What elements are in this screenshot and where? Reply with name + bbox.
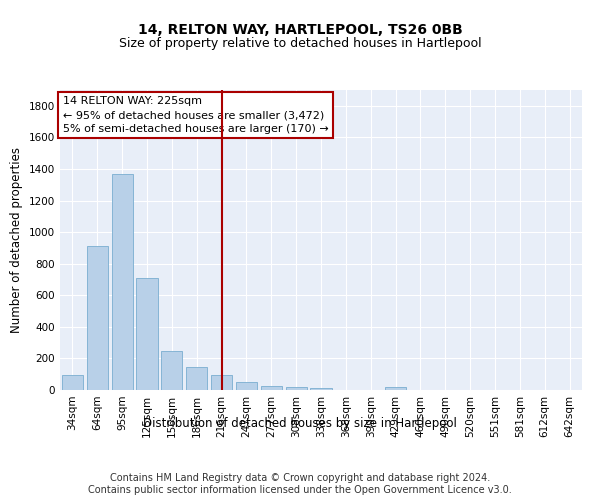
Bar: [62, 375, 83, 390]
Text: 14 RELTON WAY: 225sqm
← 95% of detached houses are smaller (3,472)
5% of semi-de: 14 RELTON WAY: 225sqm ← 95% of detached …: [62, 96, 328, 134]
Bar: [385, 387, 406, 390]
Text: Contains HM Land Registry data © Crown copyright and database right 2024.
Contai: Contains HM Land Registry data © Crown c…: [88, 474, 512, 495]
Text: 14, RELTON WAY, HARTLEPOOL, TS26 0BB: 14, RELTON WAY, HARTLEPOOL, TS26 0BB: [137, 22, 463, 36]
Text: Size of property relative to detached houses in Hartlepool: Size of property relative to detached ho…: [119, 38, 481, 51]
Bar: [236, 382, 257, 390]
Y-axis label: Number of detached properties: Number of detached properties: [10, 147, 23, 333]
Bar: [136, 278, 158, 390]
Bar: [310, 388, 332, 390]
Text: Distribution of detached houses by size in Hartlepool: Distribution of detached houses by size …: [143, 418, 457, 430]
Bar: [211, 375, 232, 390]
Bar: [161, 350, 182, 390]
Bar: [112, 174, 133, 390]
Bar: [87, 246, 108, 390]
Bar: [261, 386, 282, 390]
Bar: [286, 387, 307, 390]
Bar: [186, 367, 207, 390]
